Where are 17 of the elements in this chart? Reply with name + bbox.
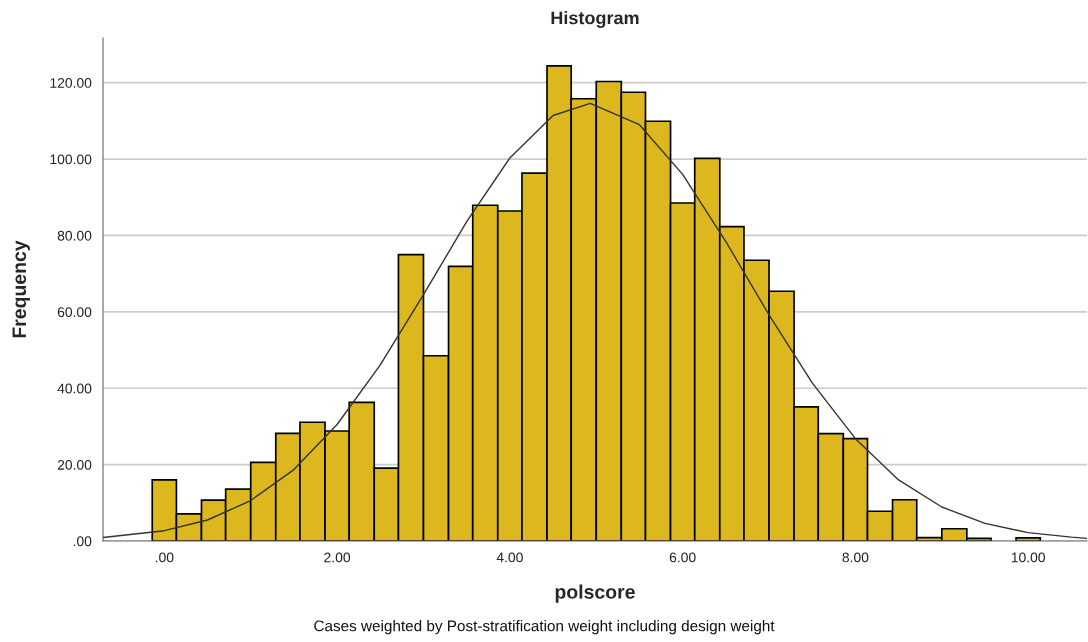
y-tick-label: 40.00 xyxy=(57,383,92,394)
y-tick-label: 60.00 xyxy=(57,307,92,318)
x-tick-label: 2.00 xyxy=(324,552,351,563)
x-tick-label: 10.00 xyxy=(1011,552,1046,563)
text: Cases weighted by Post-stratification weight including design weight xyxy=(314,620,775,635)
y-tick-label: 80.00 xyxy=(57,230,92,241)
y-tick-label: .00 xyxy=(73,536,92,547)
y-tick-label: 120.00 xyxy=(50,78,92,88)
y-tick-label: 100.00 xyxy=(50,154,92,165)
x-tick-label: 4.00 xyxy=(496,552,523,563)
x-tick-label: .00 xyxy=(155,552,174,563)
x-tick-label: 6.00 xyxy=(669,552,696,563)
y-axis-title: Frequency xyxy=(12,240,30,338)
chart-title: Histogram xyxy=(551,11,639,28)
y-tick-label: 20.00 xyxy=(57,459,92,470)
x-axis-title: polscore xyxy=(555,584,635,603)
x-tick-label: 8.00 xyxy=(842,552,869,563)
